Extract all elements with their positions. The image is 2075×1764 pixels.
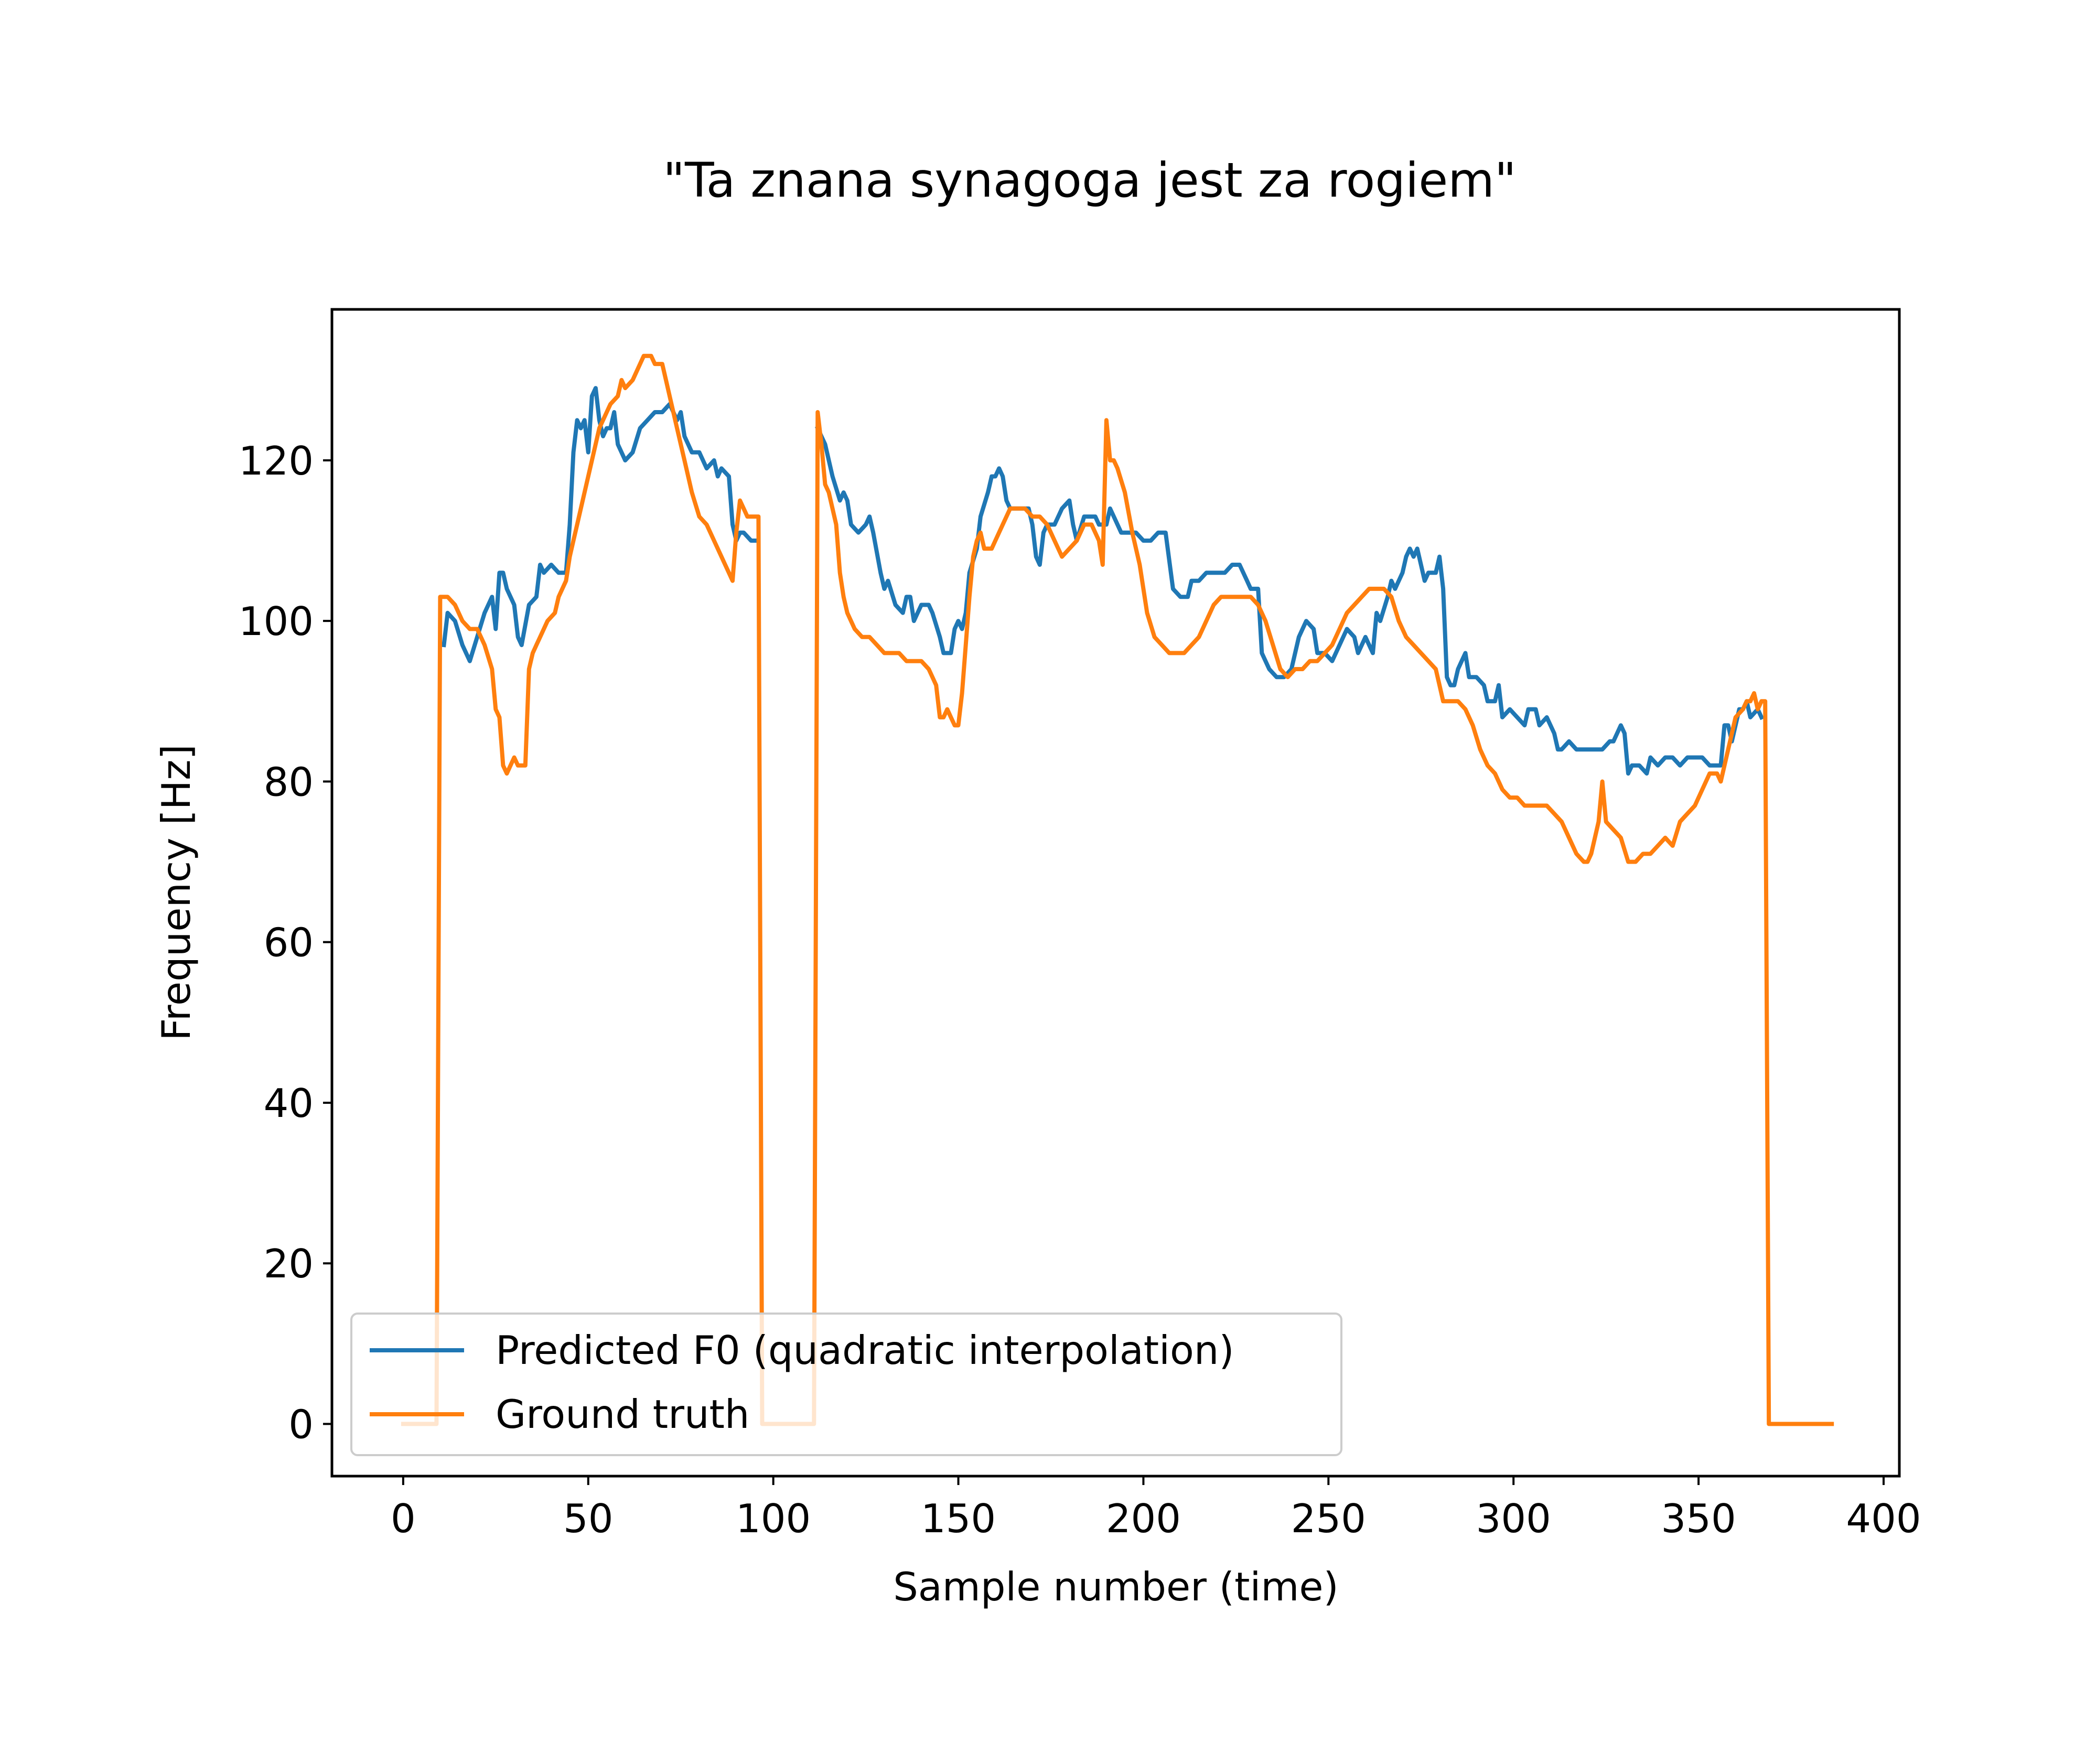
y-tick-label: 60 <box>264 920 314 966</box>
x-tick-label: 100 <box>736 1496 811 1542</box>
plot-frame-border <box>330 308 1901 1478</box>
series-layer <box>401 353 1834 1426</box>
x-tick-label: 400 <box>1846 1496 1921 1542</box>
x-axis: 0 50 100 150 200 250 300 350 400 <box>391 1476 1921 1542</box>
x-tick-label: 350 <box>1661 1496 1736 1542</box>
legend-label-ground-truth: Ground truth <box>496 1391 749 1437</box>
y-tick-label: 80 <box>264 759 314 805</box>
y-tick-label: 120 <box>239 438 314 484</box>
x-tick-label: 150 <box>921 1496 996 1542</box>
series-line-predicted-segment-1 <box>814 425 1765 776</box>
series-line-ground-truth-segment-0 <box>401 353 1834 1426</box>
legend-label-predicted: Predicted F0 (quadratic interpolation) <box>496 1327 1234 1373</box>
y-tick-label: 20 <box>264 1241 314 1287</box>
y-tick-label: 40 <box>264 1080 314 1126</box>
x-axis-label: Sample number (time) <box>893 1564 1339 1610</box>
x-tick-label: 0 <box>391 1496 416 1542</box>
chart-title: "Ta znana synagoga jest za rogiem" <box>663 153 1517 208</box>
x-tick-label: 50 <box>563 1496 613 1542</box>
y-tick-label: 0 <box>288 1401 314 1447</box>
series-line-predicted-segment-0 <box>442 386 757 663</box>
y-axis: 0 20 40 60 80 100 120 <box>239 438 332 1447</box>
plot-area <box>332 309 1899 1476</box>
x-tick-label: 250 <box>1291 1496 1366 1542</box>
x-tick-label: 200 <box>1106 1496 1181 1542</box>
legend: Predicted F0 (quadratic interpolation) G… <box>350 1313 1342 1456</box>
y-axis-label: Frequency [Hz] <box>153 744 199 1041</box>
y-tick-label: 100 <box>239 598 314 644</box>
x-tick-label: 300 <box>1476 1496 1551 1542</box>
legend-box <box>350 1313 1342 1456</box>
